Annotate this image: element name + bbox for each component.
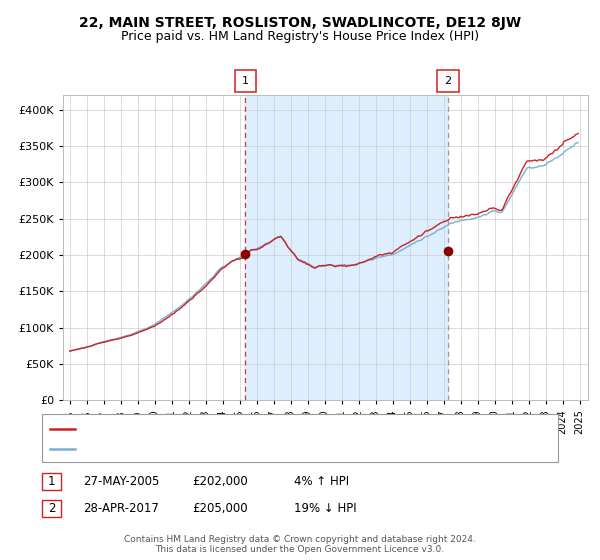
Text: 19% ↓ HPI: 19% ↓ HPI (294, 502, 356, 515)
Text: 28-APR-2017: 28-APR-2017 (83, 502, 158, 515)
Text: This data is licensed under the Open Government Licence v3.0.: This data is licensed under the Open Gov… (155, 545, 445, 554)
Text: HPI: Average price, detached house, South Derbyshire: HPI: Average price, detached house, Sout… (81, 444, 378, 454)
Text: 4% ↑ HPI: 4% ↑ HPI (294, 475, 349, 488)
Text: Price paid vs. HM Land Registry's House Price Index (HPI): Price paid vs. HM Land Registry's House … (121, 30, 479, 43)
Text: £202,000: £202,000 (192, 475, 248, 488)
Text: 1: 1 (242, 76, 249, 86)
Text: £205,000: £205,000 (192, 502, 248, 515)
Text: Contains HM Land Registry data © Crown copyright and database right 2024.: Contains HM Land Registry data © Crown c… (124, 535, 476, 544)
Text: 22, MAIN STREET, ROSLISTON, SWADLINCOTE, DE12 8JW (detached house): 22, MAIN STREET, ROSLISTON, SWADLINCOTE,… (81, 424, 492, 433)
Bar (245, 95, 448, 400)
Text: 2: 2 (48, 502, 55, 515)
Text: 1: 1 (48, 475, 55, 488)
Text: 22, MAIN STREET, ROSLISTON, SWADLINCOTE, DE12 8JW: 22, MAIN STREET, ROSLISTON, SWADLINCOTE,… (79, 16, 521, 30)
Text: 27-MAY-2005: 27-MAY-2005 (83, 475, 159, 488)
Text: 2: 2 (444, 76, 451, 86)
